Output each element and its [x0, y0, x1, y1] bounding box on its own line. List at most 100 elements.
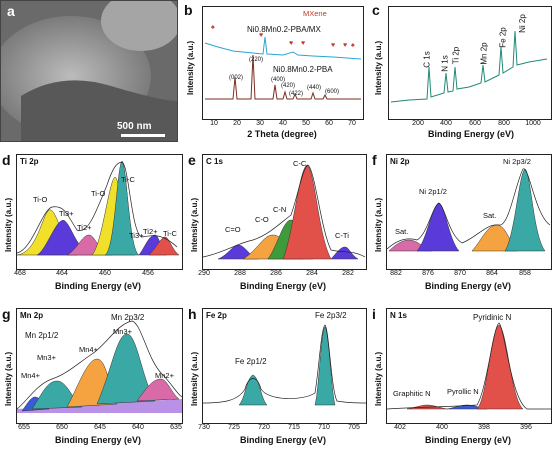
- peak-ti2p: Ti 2p: [451, 46, 461, 65]
- y-axis-label: Intensity (a.u.): [190, 351, 199, 406]
- x-tick: 600: [469, 120, 481, 127]
- peak-label: Mn4+: [79, 345, 98, 354]
- x-tick: 705: [348, 424, 360, 431]
- x-tick: 10: [210, 120, 218, 127]
- peak-label: Pyrollic N: [447, 387, 479, 396]
- panel-letter: g: [2, 306, 11, 322]
- panel-b: b Intensity (a.u.) ♠ ♥ ♥ ♥ ♥ ♥ ♠ MXene Ni0.8M…: [180, 0, 365, 142]
- panel-title: C 1s: [206, 157, 223, 166]
- x-axis-label: Binding Energy (eV): [424, 281, 512, 291]
- ni2p-plot: Ni 2p Sat. Ni 2p1/2 Sat. Ni 2p3/2: [386, 154, 552, 270]
- x-tick: 460: [99, 270, 111, 277]
- x-tick: 864: [486, 270, 498, 277]
- xrd-curves: ♠ ♥ ♥ ♥ ♥ ♥ ♠: [204, 24, 362, 100]
- panel-e: e Intensity (a.u.) C 1s C=O C-O C-N C-C …: [186, 150, 368, 300]
- peak-n1s: N 1s: [440, 55, 450, 72]
- peak-label: Ti2+: [143, 227, 158, 236]
- sem-image: a 500 nm: [0, 0, 178, 142]
- x-tick: 870: [454, 270, 466, 277]
- panel-letter: e: [188, 152, 196, 168]
- sem-texture: [1, 1, 177, 141]
- x-tick: 30: [256, 120, 264, 127]
- series-bottom-label: Ni0.8Mn0.2-PBA: [273, 65, 333, 74]
- panel-title: Fe 2p: [206, 311, 227, 320]
- peak-label: Fe 2p3/2: [315, 311, 347, 320]
- x-tick: 640: [132, 424, 144, 431]
- x-tick: 635: [170, 424, 182, 431]
- peak-label: C-Ti: [335, 231, 349, 240]
- survey-curve: [390, 30, 548, 103]
- x-tick: 725: [228, 424, 240, 431]
- panel-title: Mn 2p: [20, 311, 44, 320]
- x-tick: 456: [142, 270, 154, 277]
- x-axis-label: Binding Energy (eV): [239, 435, 327, 445]
- svg-text:♠: ♠: [211, 24, 215, 31]
- x-axis-label: Binding Energy (eV): [54, 281, 142, 291]
- svg-text:♥: ♥: [343, 42, 347, 49]
- peak-label: Mn 2p3/2: [111, 313, 145, 322]
- panel-letter: b: [184, 2, 193, 18]
- series-bottom: [205, 54, 361, 100]
- scale-label: 500 nm: [117, 121, 152, 132]
- y-axis-label: Intensity (a.u.): [374, 40, 383, 95]
- svg-text:♠: ♠: [351, 42, 355, 49]
- ti2p-peaks: [17, 160, 180, 256]
- x-axis-label: 2 Theta (degree): [247, 129, 317, 139]
- x-tick: 290: [198, 270, 210, 277]
- peak-220: (220): [249, 57, 264, 63]
- svg-text:♥: ♥: [301, 40, 305, 47]
- fe2p-plot: Fe 2p Fe 2p1/2 Fe 2p3/2: [202, 308, 367, 424]
- peak-label: Ti3+: [59, 209, 74, 218]
- xrd-plot: ♠ ♥ ♥ ♥ ♥ ♥ ♠ MXene Ni0.8Mn0.2-PBA/MX Ni0.8Mn…: [202, 6, 364, 120]
- panel-title: N 1s: [390, 311, 407, 320]
- y-axis-label: Intensity (a.u.): [4, 197, 13, 252]
- x-tick: 20: [233, 120, 241, 127]
- peak-label: Ti-C: [163, 229, 177, 238]
- x-axis-label: Binding Energy (eV): [424, 435, 512, 445]
- n1s-plot: N 1s Pyridinic N Graphitic N Pyrollic N: [386, 308, 552, 424]
- peak-label: Ti2+: [77, 223, 92, 232]
- x-tick: 396: [520, 424, 532, 431]
- x-tick: 286: [270, 270, 282, 277]
- x-tick: 288: [234, 270, 246, 277]
- y-axis-label: Intensity (a.u.): [186, 40, 195, 95]
- panel-title: Ni 2p: [390, 157, 410, 166]
- series-top-label: Ni0.8Mn0.2-PBA/MX: [247, 25, 321, 34]
- x-tick: 645: [94, 424, 106, 431]
- peak-label: C-C: [293, 159, 307, 168]
- x-tick: 730: [198, 424, 210, 431]
- peak-mn2p: Mn 2p: [479, 42, 489, 65]
- x-tick: 464: [56, 270, 68, 277]
- panel-title: Ti 2p: [20, 157, 39, 166]
- peak-label: C=O: [225, 225, 241, 234]
- panel-letter: f: [372, 152, 377, 168]
- x-tick: 282: [342, 270, 354, 277]
- peak-label: Ti-O: [91, 189, 106, 198]
- x-tick: 1000: [525, 120, 541, 127]
- x-tick: 200: [412, 120, 424, 127]
- y-axis-label: Intensity (a.u.): [374, 351, 383, 406]
- n1s-peaks: [387, 322, 551, 410]
- x-tick: 650: [56, 424, 68, 431]
- panel-g: g Intensity (a.u.) Mn 2p Mn 2p1/2 Mn3+ M…: [0, 304, 184, 454]
- x-tick: 400: [436, 424, 448, 431]
- peak-label: Mn 2p1/2: [25, 331, 59, 340]
- peak-label: C-N: [273, 205, 287, 214]
- peak-fe2p: Fe 2p: [498, 27, 508, 48]
- peak-600: (600): [325, 89, 340, 95]
- peak-422: (422): [289, 91, 304, 97]
- panel-letter: i: [372, 306, 376, 322]
- x-axis-label: Binding Energy (eV): [54, 435, 142, 445]
- panel-d: d Intensity (a.u.) Ti 2p Ti-O Ti3+ Ti2+ …: [0, 150, 184, 300]
- x-tick: 800: [498, 120, 510, 127]
- c1s-peaks: [203, 164, 366, 260]
- peak-label: Mn3+: [37, 353, 56, 362]
- peak-ni2p: Ni 2p: [517, 14, 527, 33]
- x-tick: 720: [258, 424, 270, 431]
- x-tick: 70: [348, 120, 356, 127]
- peak-label: C-O: [255, 215, 269, 224]
- x-tick: 398: [478, 424, 490, 431]
- y-axis-label: Intensity (a.u.): [190, 197, 199, 252]
- y-axis-label: Intensity (a.u.): [4, 351, 13, 406]
- svg-text:♥: ♥: [259, 32, 263, 39]
